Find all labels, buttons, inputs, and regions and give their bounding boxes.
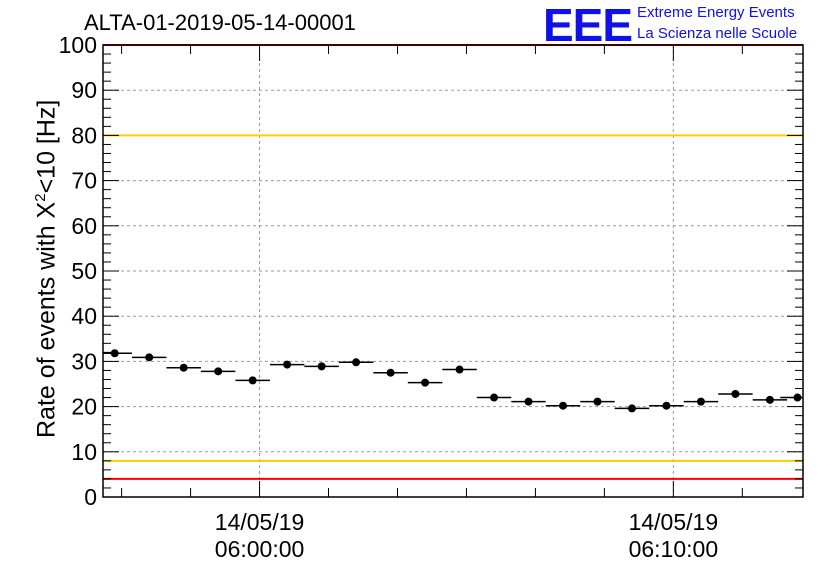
data-point [214, 367, 223, 376]
logo-line-1: Extreme Energy Events [637, 4, 795, 21]
data-point [110, 349, 119, 358]
grid-layer [103, 45, 803, 497]
data-point [627, 404, 636, 413]
data-points [103, 349, 803, 413]
data-point [248, 376, 257, 385]
y-tick-label: 80 [71, 122, 97, 148]
y-tick-label: 40 [71, 303, 97, 329]
data-point [352, 358, 361, 367]
y-tick-label: 100 [59, 32, 97, 58]
axes: 010203040506070809010014/05/1906:00:0014… [59, 32, 804, 562]
y-tick-label: 70 [71, 168, 97, 194]
eee-logo: EEE [543, 0, 633, 51]
y-tick-label: 10 [71, 439, 97, 465]
y-tick-label: 90 [71, 77, 97, 103]
y-tick-label: 20 [71, 394, 97, 420]
data-point [765, 395, 774, 404]
x-tick-label-date: 14/05/19 [629, 509, 719, 535]
reference-lines [103, 44, 803, 480]
logo-line-2: La Scienza nelle Scuole [637, 25, 798, 42]
chart-title: ALTA-01-2019-05-14-00001 [84, 10, 356, 35]
data-point [559, 401, 567, 410]
data-point [421, 378, 430, 387]
data-point [283, 360, 292, 369]
data-point [455, 365, 464, 374]
x-tick-label-time: 06:10:00 [629, 536, 719, 562]
x-tick-label-date: 14/05/19 [215, 509, 305, 535]
y-tick-label: 0 [84, 484, 97, 510]
data-point [179, 363, 188, 372]
data-point [490, 393, 499, 402]
data-point [386, 368, 395, 377]
data-point [524, 397, 533, 406]
y-tick-label: 50 [71, 258, 97, 284]
data-point [145, 353, 154, 362]
data-point [593, 397, 602, 406]
data-point [731, 389, 740, 398]
data-point [317, 362, 326, 371]
y-tick-label: 30 [71, 348, 97, 374]
y-tick-label: 60 [71, 213, 97, 239]
x-tick-label-time: 06:00:00 [215, 536, 305, 562]
data-point [662, 401, 671, 410]
data-point [696, 397, 705, 406]
